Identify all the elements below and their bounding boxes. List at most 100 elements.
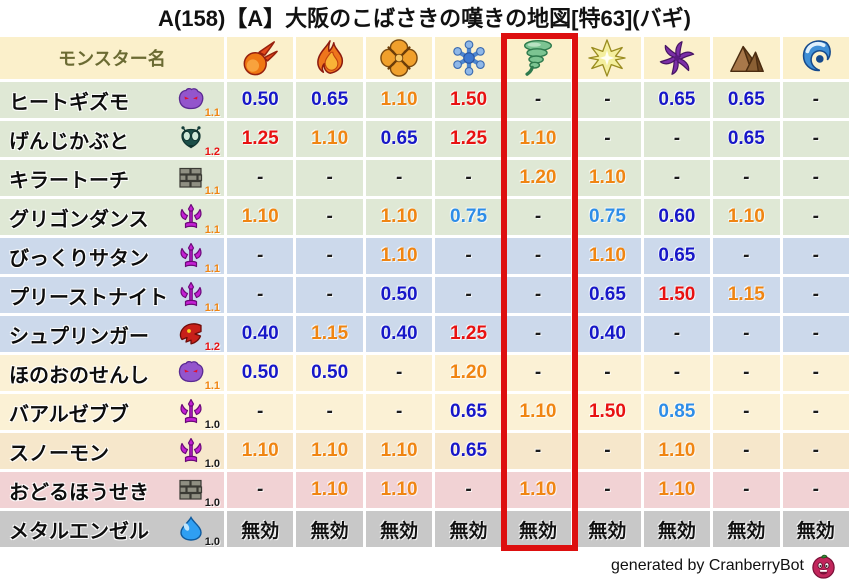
rank-multiplier: 1.0 [204, 536, 220, 548]
value-cell: 0.65 [435, 433, 502, 469]
ghost-icon: 1.1 [176, 87, 220, 119]
value-cell: - [643, 121, 711, 157]
value-cell: - [782, 199, 849, 235]
value-cell: 0.85 [643, 394, 711, 430]
value-cell: - [713, 472, 780, 508]
value-cell: - [227, 160, 294, 196]
value-cell: - [435, 277, 502, 313]
monster-name: ヒートギズモ [9, 91, 129, 114]
value-cell: - [643, 355, 711, 391]
value-cell: 1.25 [435, 316, 502, 352]
value-cell: - [713, 238, 780, 274]
monster-name-cell: メタルエンゼル 1.0 [0, 511, 224, 548]
value-cell: 1.10 [227, 199, 294, 235]
value-cell: - [574, 121, 641, 157]
rank-multiplier: 1.0 [204, 458, 220, 470]
element-header-cell [435, 37, 502, 79]
rank-multiplier: 1.1 [204, 263, 220, 275]
value-cell: 1.50 [574, 394, 641, 430]
value-cell: 0.60 [643, 199, 711, 235]
wave-icon [797, 39, 835, 77]
value-cell: 1.10 [574, 238, 641, 274]
value-cell: 1.50 [435, 82, 502, 118]
monster-name: グリゴンダンス [9, 208, 149, 231]
value-cell: 無効 [574, 511, 641, 547]
value-cell: 無効 [296, 511, 363, 547]
monster-name: バアルゼブブ [9, 403, 129, 426]
value-cell: 無効 [365, 511, 433, 547]
value-cell: 1.10 [504, 121, 572, 157]
value-cell: 0.40 [227, 316, 294, 352]
value-cell: 1.10 [296, 472, 363, 508]
value-cell: - [435, 238, 502, 274]
rank-multiplier: 1.0 [204, 419, 220, 431]
trident-icon: 1.1 [176, 282, 220, 314]
value-cell: - [574, 433, 641, 469]
value-cell: - [782, 355, 849, 391]
rank-multiplier: 1.1 [204, 107, 220, 119]
value-cell: 1.10 [365, 82, 433, 118]
flame-icon [311, 39, 349, 77]
value-cell: 無効 [504, 511, 572, 547]
value-cell: - [782, 472, 849, 508]
value-cell: 0.65 [574, 277, 641, 313]
value-cell: 1.50 [643, 277, 711, 313]
brick-icon: 1.1 [176, 165, 220, 197]
monster-name-cell: ヒートギズモ 1.1 [0, 82, 224, 119]
monster-table: モンスター名 ヒートギズモ 1.1 0.50 0.65 1.10 1.50- -0.65 0.6… [0, 37, 849, 548]
value-cell: - [504, 433, 572, 469]
value-cell: 1.10 [504, 394, 572, 430]
trident-icon: 1.0 [176, 438, 220, 470]
value-cell: 1.10 [296, 433, 363, 469]
value-cell: - [504, 238, 572, 274]
brick-icon: 1.0 [176, 477, 220, 509]
element-header-cell [296, 37, 363, 79]
trident-icon: 1.1 [176, 204, 220, 236]
value-cell: 1.10 [504, 472, 572, 508]
value-cell: - [713, 160, 780, 196]
monster-name-cell: シュプリンガー 1.2 [0, 316, 224, 353]
value-cell: - [574, 472, 641, 508]
page-title: A(158)【A】大阪のこばさきの嘆きの地図[特63](バギ) [158, 6, 691, 31]
value-cell: 0.40 [365, 316, 433, 352]
monster-name-cell: おどるほうせき 1.0 [0, 472, 224, 509]
value-cell: - [782, 238, 849, 274]
value-cell: 0.40 [574, 316, 641, 352]
value-cell: - [504, 82, 572, 118]
value-cell: - [365, 355, 433, 391]
element-header-cell [227, 37, 294, 79]
snowflake-icon [450, 39, 488, 77]
ghost-icon: 1.1 [176, 360, 220, 392]
value-cell: 0.65 [713, 82, 780, 118]
value-cell: 1.10 [643, 472, 711, 508]
dragon-icon: 1.2 [176, 321, 220, 353]
monster-name: ほのおのせんし [9, 364, 149, 387]
monster-name: シュプリンガー [9, 325, 149, 348]
value-cell: - [782, 316, 849, 352]
value-cell: - [296, 277, 363, 313]
monster-name: メタルエンゼル [9, 520, 149, 543]
monster-name-cell: ほのおのせんし 1.1 [0, 355, 224, 392]
value-cell: - [643, 316, 711, 352]
monster-name: プリーストナイト [9, 286, 168, 309]
trident-icon: 1.0 [176, 399, 220, 431]
fireball-icon [241, 39, 279, 77]
value-cell: - [782, 394, 849, 430]
value-cell: 0.50 [365, 277, 433, 313]
value-cell: 無効 [435, 511, 502, 547]
value-cell: 1.25 [227, 121, 294, 157]
monster-name-cell: げんじかぶと 1.2 [0, 121, 224, 158]
value-cell: - [296, 160, 363, 196]
value-cell: - [643, 160, 711, 196]
value-cell: - [504, 316, 572, 352]
value-cell: - [504, 355, 572, 391]
monster-name: キラートーチ [9, 169, 129, 192]
value-cell: - [504, 277, 572, 313]
value-cell: 無効 [713, 511, 780, 547]
value-cell: 1.10 [643, 433, 711, 469]
value-cell: - [296, 238, 363, 274]
element-header-cell [365, 37, 433, 79]
value-cell: 1.10 [574, 160, 641, 196]
rank-multiplier: 1.1 [204, 224, 220, 236]
